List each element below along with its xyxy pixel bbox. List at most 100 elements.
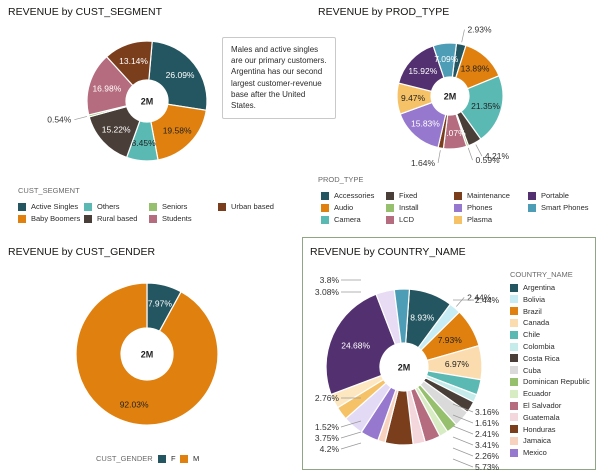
prod-data-label: 9.47% xyxy=(401,93,426,103)
prod-data-label: 0.59% xyxy=(476,155,501,165)
segment-legend-item[interactable]: Urban based xyxy=(218,202,274,211)
segment-legend-label: Rural based xyxy=(97,214,138,223)
segment-legend-label: Active Singles xyxy=(31,202,79,211)
gender-data-label: 92.03% xyxy=(120,399,149,409)
segment-legend-label: Baby Boomers xyxy=(31,214,81,223)
country-legend-label: Brazil xyxy=(523,306,542,316)
segment-legend-item[interactable]: Seniors xyxy=(149,202,187,211)
country-legend-item[interactable]: Dominican Republic xyxy=(510,377,590,386)
gender-legend-item[interactable]: F xyxy=(158,454,176,463)
prod-legend-swatch xyxy=(386,191,394,200)
prod-slice-plasma xyxy=(396,82,433,115)
gender-legend-swatch xyxy=(158,454,166,463)
country-legend-item[interactable]: Guatemala xyxy=(510,413,560,422)
country-legend-item[interactable]: Argentina xyxy=(510,283,555,292)
prod-legend-label: Plasma xyxy=(467,215,493,224)
country-legend-swatch xyxy=(510,354,518,363)
segment-data-label: 8.45% xyxy=(132,138,157,148)
gender-legend-item[interactable]: M xyxy=(180,454,199,463)
segment-legend-label: Urban based xyxy=(231,202,274,211)
segment-data-label: 0.54% xyxy=(47,115,72,125)
prod-legend-item[interactable]: Camera xyxy=(321,215,361,224)
prod-legend-label: Install xyxy=(399,203,419,212)
prod-legend-swatch xyxy=(321,191,329,200)
segment-legend-item[interactable]: Active Singles xyxy=(18,202,78,211)
prod-legend-item[interactable]: Maintenance xyxy=(454,191,510,200)
segment-center-label: 2M xyxy=(141,97,154,107)
country-legend-label: Honduras xyxy=(523,424,556,434)
prod-legend-item[interactable]: Accessories xyxy=(321,191,374,200)
segment-slice-rural-based xyxy=(88,105,141,159)
segment-leader-line xyxy=(74,116,88,120)
country-legend-item[interactable]: Cuba xyxy=(510,366,541,375)
prod-slice-lcd xyxy=(442,113,468,150)
prod-legend-item[interactable]: Audio xyxy=(321,203,353,212)
country-legend-swatch xyxy=(510,318,518,327)
prod-legend-label: Fixed xyxy=(399,191,418,200)
country-legend-item[interactable]: Honduras xyxy=(510,425,556,434)
segment-slice-seniors xyxy=(87,105,128,118)
prod-legend-label: Maintenance xyxy=(467,191,510,200)
prod-legend-item[interactable]: Smart Phones xyxy=(528,203,589,212)
annotation-note: Males and active singles are our primary… xyxy=(222,37,336,119)
country-legend-item[interactable]: Costa Rica xyxy=(510,354,560,363)
prod-leader-line xyxy=(475,144,483,157)
country-chart-title: REVENUE by COUNTRY_NAME xyxy=(310,246,466,258)
prod-legend-swatch xyxy=(528,191,536,200)
segment-legend-swatch xyxy=(149,202,157,211)
country-legend-item[interactable]: Canada xyxy=(510,318,549,327)
prod-legend-swatch xyxy=(454,191,462,200)
country-legend-item[interactable]: Bolivia xyxy=(510,295,545,304)
country-legend-label: Guatemala xyxy=(523,412,560,422)
segment-slice-others xyxy=(125,119,159,162)
country-legend-swatch xyxy=(510,377,518,386)
segment-legend-label: Students xyxy=(162,214,192,223)
country-legend-swatch xyxy=(510,413,518,422)
country-legend-swatch xyxy=(510,448,518,457)
segment-legend-item[interactable]: Baby Boomers xyxy=(18,214,80,223)
gender-legend-title: CUST_GENDER xyxy=(96,454,153,463)
prod-data-label: 4.21% xyxy=(485,151,510,161)
segment-slice-urban-based xyxy=(105,40,153,87)
country-legend-label: Argentina xyxy=(523,283,556,292)
prod-legend-swatch xyxy=(386,203,394,212)
prod-legend-item[interactable]: LCD xyxy=(386,215,414,224)
country-legend-swatch xyxy=(510,330,518,339)
prod-legend-swatch xyxy=(386,215,394,224)
segment-data-label: 19.58% xyxy=(163,125,192,135)
country-legend-swatch xyxy=(510,436,518,445)
segment-data-label: 26.09% xyxy=(166,70,195,80)
prod-legend-label: Accessories xyxy=(334,191,375,200)
prod-legend-label: Audio xyxy=(334,203,354,212)
prod-legend-item[interactable]: Portable xyxy=(528,191,569,200)
country-legend-swatch xyxy=(510,342,518,351)
gender-slice-f xyxy=(146,282,182,333)
country-legend-item[interactable]: Mexico xyxy=(510,448,547,457)
country-legend-item[interactable]: Ecuador xyxy=(510,389,551,398)
prod-slice-smart-phones xyxy=(432,42,458,79)
prod-chart-title: REVENUE by PROD_TYPE xyxy=(318,6,450,18)
country-legend-item[interactable]: Brazil xyxy=(510,307,542,316)
prod-legend-item[interactable]: Phones xyxy=(454,203,492,212)
country-legend-item[interactable]: Colombia xyxy=(510,342,555,351)
prod-legend-item[interactable]: Plasma xyxy=(454,215,492,224)
prod-legend-label: LCD xyxy=(399,215,415,224)
segment-legend-item[interactable]: Rural based xyxy=(84,214,137,223)
prod-legend-label: Phones xyxy=(467,203,493,212)
country-legend-item[interactable]: Jamaica xyxy=(510,436,551,445)
gender-slice-m xyxy=(75,282,219,426)
country-legend-item[interactable]: El Salvador xyxy=(510,401,561,410)
prod-legend-item[interactable]: Fixed xyxy=(386,191,417,200)
segment-legend-swatch xyxy=(218,202,226,211)
prod-legend-swatch xyxy=(454,215,462,224)
prod-slice-install xyxy=(455,113,470,148)
segment-legend-item[interactable]: Students xyxy=(149,214,192,223)
country-legend-item[interactable]: Chile xyxy=(510,330,540,339)
prod-slice-accessories xyxy=(451,42,467,79)
prod-data-label: 7.09% xyxy=(434,54,459,64)
prod-data-label: 2.93% xyxy=(467,25,492,35)
segment-legend-item[interactable]: Others xyxy=(84,202,120,211)
country-legend-label: Colombia xyxy=(523,342,555,351)
gender-chart-title: REVENUE by CUST_GENDER xyxy=(8,246,156,258)
prod-legend-item[interactable]: Install xyxy=(386,203,419,212)
